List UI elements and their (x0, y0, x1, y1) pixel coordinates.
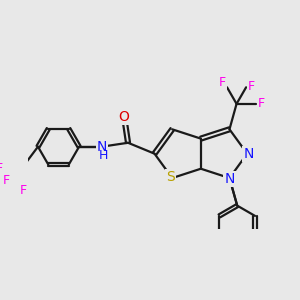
Text: F: F (20, 184, 26, 197)
Text: F: F (248, 80, 255, 93)
Text: F: F (219, 76, 226, 89)
Text: F: F (258, 97, 265, 110)
Text: S: S (167, 170, 175, 184)
Text: N: N (244, 147, 254, 161)
Text: F: F (2, 174, 10, 187)
Text: O: O (118, 110, 129, 124)
Text: F: F (0, 161, 3, 175)
Text: H: H (99, 148, 108, 162)
Text: N: N (224, 172, 235, 186)
Text: N: N (97, 140, 107, 154)
